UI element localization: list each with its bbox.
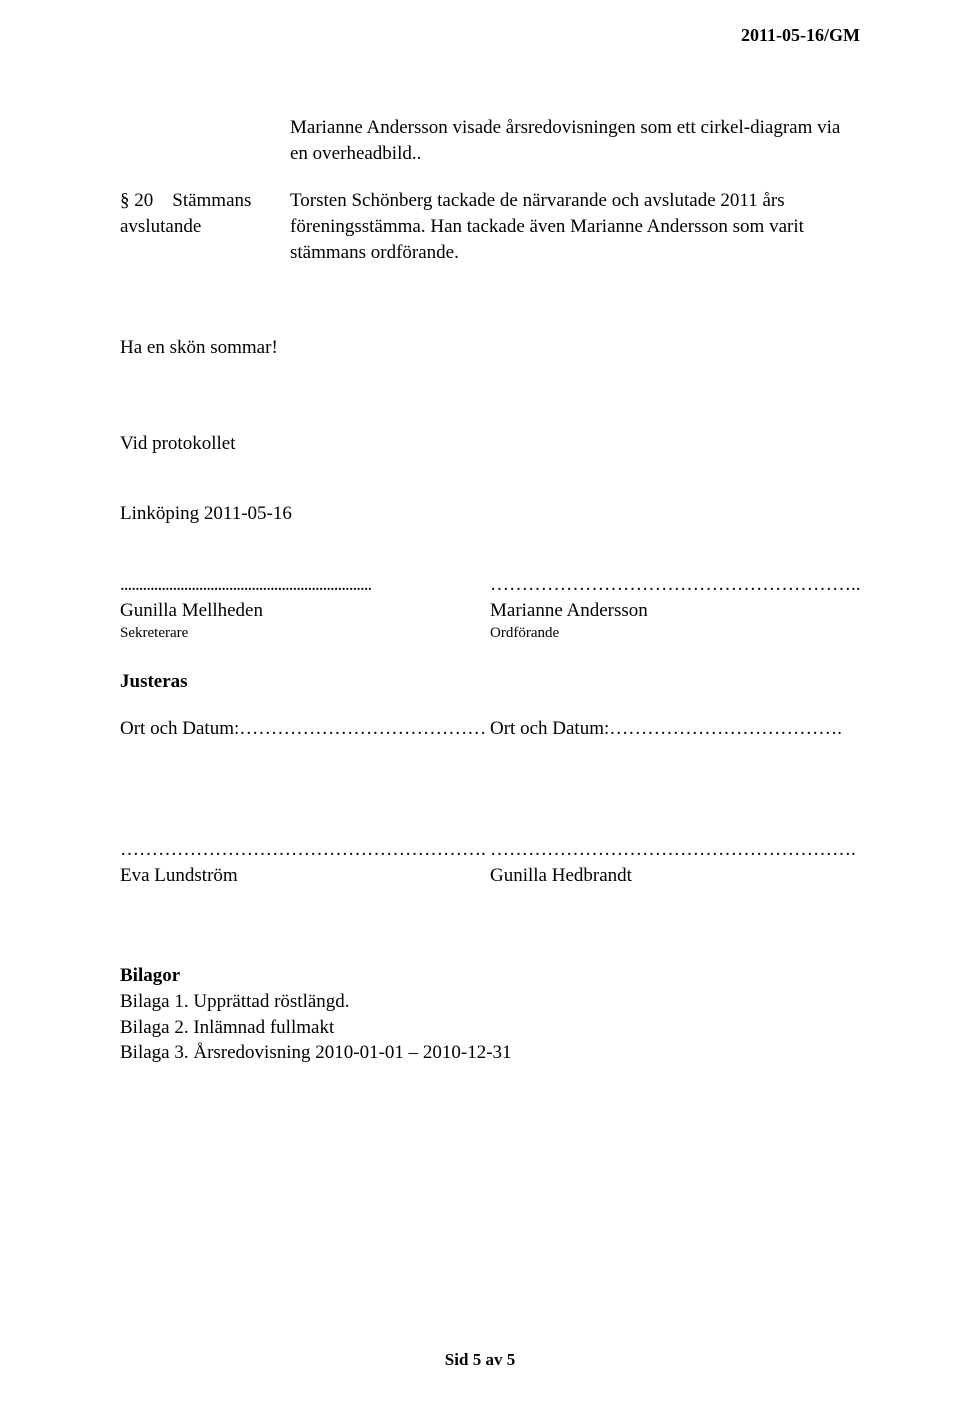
adjust-line-right: …………………………………………………. (490, 837, 860, 863)
signature-row-1: ........................................… (120, 572, 860, 644)
adjust-line-left: …………………………………………………. (120, 837, 490, 863)
header-date: 2011-05-16/GM (741, 25, 860, 46)
signature-line-right: ………………………………………………….. (490, 572, 860, 598)
adjust-name-left: Eva Lundström (120, 863, 490, 889)
place-date: Linköping 2011-05-16 (120, 501, 860, 527)
ort-row: Ort och Datum:………………………………… Ort och Datu… (120, 716, 860, 742)
bilaga-1: Bilaga 1. Upprättad röstlängd. (120, 989, 860, 1015)
bilaga-3: Bilaga 3. Årsredovisning 2010-01-01 – 20… (120, 1040, 860, 1066)
signature-role-left: Sekreterare (120, 623, 490, 643)
vid-protokollet: Vid protokollet (120, 431, 860, 457)
greeting: Ha en skön sommar! (120, 335, 860, 361)
section-20-title-2: avslutande (120, 216, 201, 237)
adjust-name-right: Gunilla Hedbrandt (490, 863, 860, 889)
signature-line-left: ........................................… (120, 572, 490, 598)
section-20-body: Torsten Schönberg tackade de närvarande … (290, 188, 860, 265)
justeras-heading: Justeras (120, 669, 860, 695)
signature-name-right: Marianne Andersson (490, 598, 860, 624)
footer-current: 5 (473, 1350, 482, 1369)
footer-total: 5 (507, 1350, 516, 1369)
bilaga-2: Bilaga 2. Inlämnad fullmakt (120, 1015, 860, 1041)
signature-row-2: …………………………………………………. Eva Lundström ……………… (120, 837, 860, 888)
footer-mid: av (481, 1350, 507, 1369)
ort-left: Ort och Datum:………………………………… (120, 716, 490, 742)
section-20: § 20 Stämmans avslutande Torsten Schönbe… (120, 188, 860, 265)
ort-right: Ort och Datum:………………………………. (490, 716, 860, 742)
signature-name-left: Gunilla Mellheden (120, 598, 490, 624)
bilagor-heading: Bilagor (120, 963, 860, 989)
signature-role-right: Ordförande (490, 623, 860, 643)
intro-paragraph: Marianne Andersson visade årsredovisning… (290, 115, 850, 166)
section-20-number: § 20 (120, 190, 153, 211)
section-20-title-1: Stämmans (172, 190, 251, 211)
footer-prefix: Sid (445, 1350, 473, 1369)
page-footer: Sid 5 av 5 (0, 1350, 960, 1370)
